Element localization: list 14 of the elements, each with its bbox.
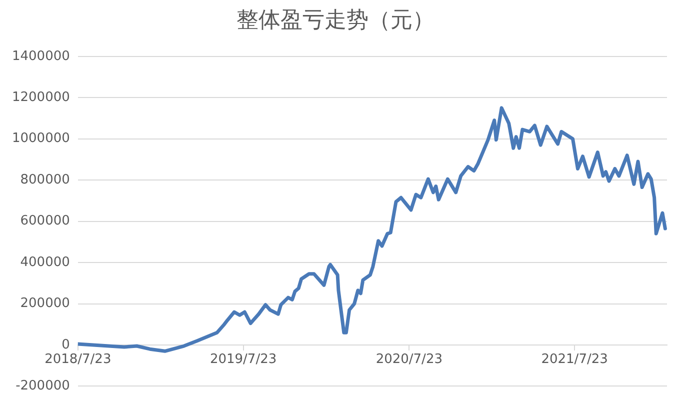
- y-tick-label: 0: [62, 337, 70, 352]
- y-tick-label: 600000: [20, 214, 70, 229]
- y-tick-label: -200000: [16, 378, 70, 394]
- chart-title: 整体盈亏走势（元）: [236, 8, 434, 33]
- y-tick-label: 800000: [20, 172, 70, 188]
- x-tick-label: 2019/7/23: [210, 352, 277, 368]
- y-tick-label: 1400000: [12, 48, 70, 64]
- y-tick-label: 1200000: [12, 90, 70, 105]
- x-tick-label: 2018/7/23: [44, 352, 112, 368]
- y-tick-label: 1000000: [12, 131, 70, 146]
- y-tick-label: 200000: [20, 296, 70, 312]
- x-tick-label: 2020/7/23: [376, 352, 442, 368]
- y-tick-label: 400000: [20, 254, 70, 270]
- x-tick-label: 2021/7/23: [541, 352, 608, 368]
